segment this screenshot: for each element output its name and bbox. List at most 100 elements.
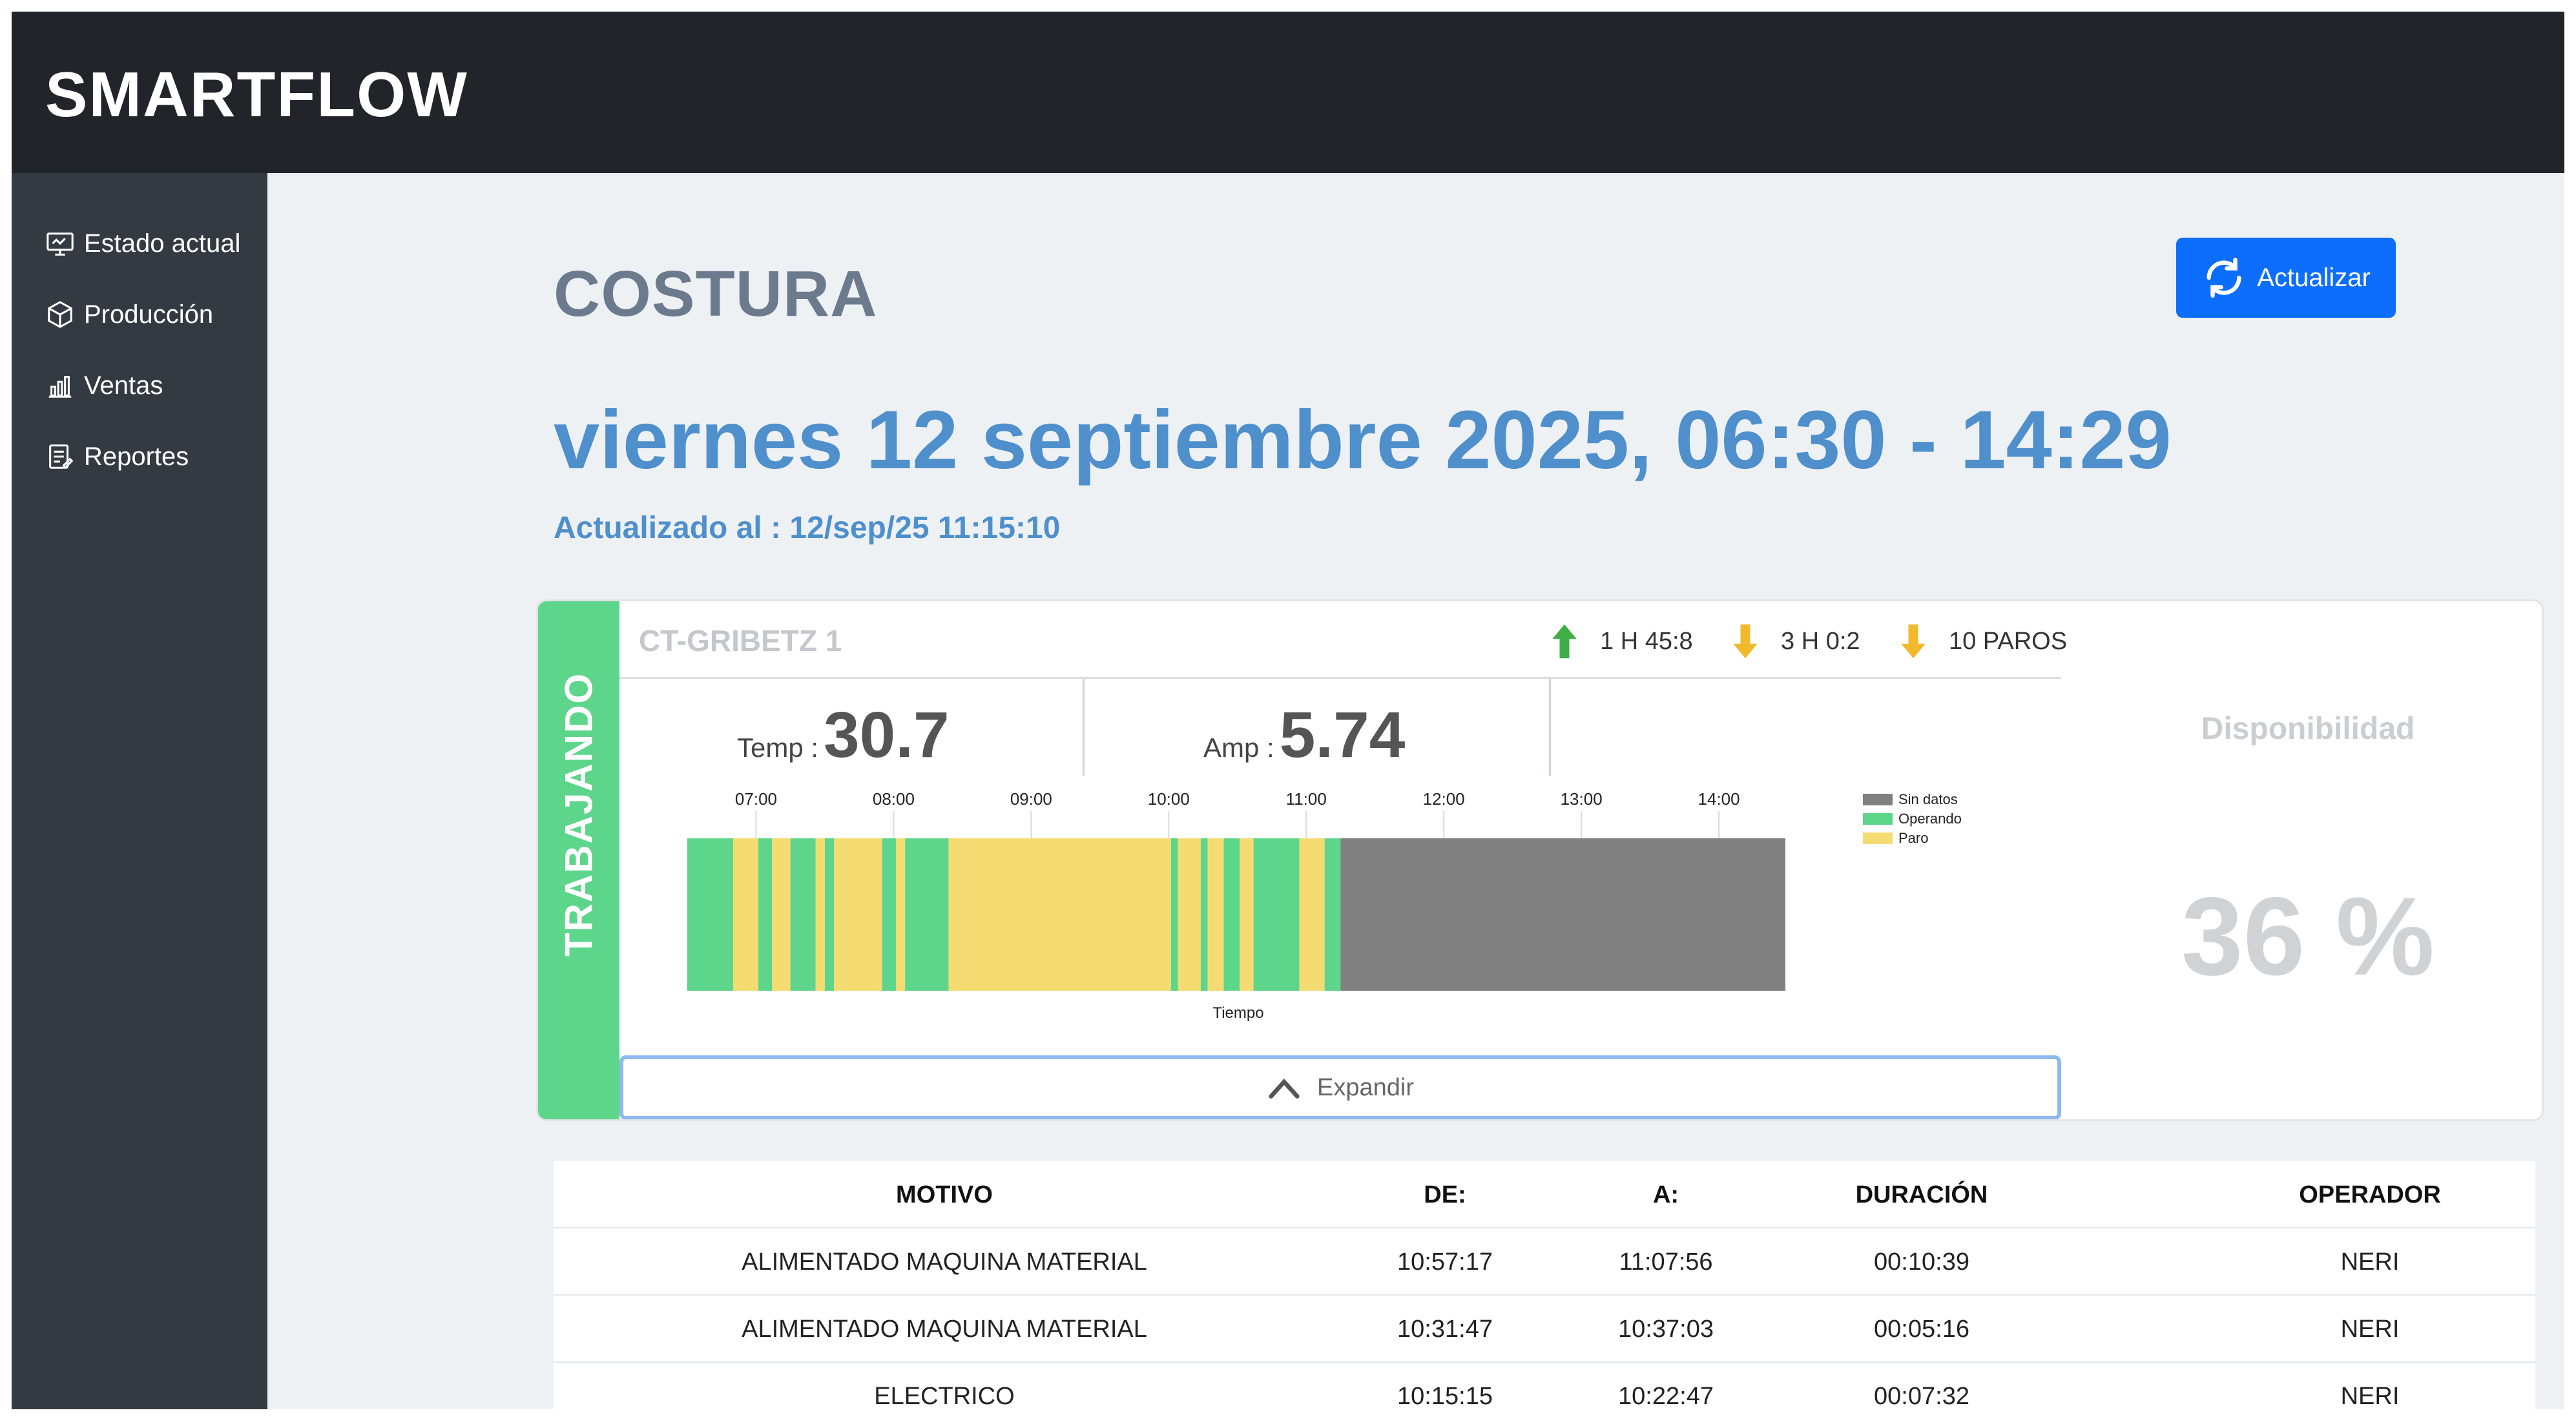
bar-chart-icon [48,376,72,398]
column-header-de: DE: [1424,1181,1466,1208]
timeline-segment [834,838,882,991]
x-tick-label: 08:00 [873,789,915,809]
amperage-label: Amp : [1203,732,1274,763]
timeline-segment [905,838,949,991]
legend-label: Paro [1898,830,1928,846]
temperature-value: 30.7 [824,699,950,771]
timeline-segment [1170,838,1178,991]
timeline-segment [1207,838,1224,991]
sidebar-item-reportes[interactable]: Reportes [45,434,189,479]
legend-swatch [1863,813,1893,825]
x-axis-label: Tiempo [1212,1004,1263,1021]
timeline-segment [882,838,896,991]
timeline-segment [815,838,825,991]
downtime-stat: 3 H 0:2 [1730,622,1860,661]
amperage-value: 5.74 [1279,699,1406,771]
timeline-segment [790,838,816,991]
arrow-down-icon [1901,624,1926,659]
machine-name: CT-GRIBETZ 1 [639,624,842,657]
timeline-segment [948,838,1171,991]
availability-value: 36 % [2181,874,2435,999]
main-content: COSTURA Actualizar viernes 12 septiembre… [267,173,2564,1409]
x-tick-label: 13:00 [1561,789,1603,809]
sidebar-item-estado-actual[interactable]: Estado actual [45,221,240,266]
last-updated: Actualizado al : 12/sep/25 11:15:10 [554,511,1061,545]
monitor-icon [47,233,74,256]
cell-motivo: ELECTRICO [874,1383,1015,1409]
timeline-segment [1299,838,1325,991]
metric-divider [1549,679,1551,776]
cell-a: 10:37:03 [1618,1316,1714,1343]
timeline-segment [687,838,733,991]
cell-duracion: 00:05:16 [1874,1316,1969,1343]
cell-de: 10:57:17 [1397,1248,1493,1276]
legend-label: Operando [1898,811,1962,827]
machine-status: TRABAJANDO [557,672,601,957]
arrow-down-icon [1733,624,1758,659]
sidebar-item-label: Ventas [84,371,163,400]
brand-logo[interactable]: SMARTFLOW [45,59,468,130]
chevron-up-icon [1269,1078,1300,1099]
metric-divider [1083,679,1085,776]
cell-motivo: ALIMENTADO MAQUINA MATERIAL [742,1316,1147,1343]
temperature-label: Temp : [737,732,819,763]
legend-swatch [1863,794,1893,805]
cell-duracion: 00:10:39 [1874,1248,1969,1276]
column-header-motivo: MOTIVO [896,1181,993,1208]
page-title: COSTURA [554,258,878,330]
machine-card-header: CT-GRIBETZ 1 1 H 45:8 3 H 0:2 [619,601,2067,679]
cell-operador: NERI [2340,1316,2400,1343]
shift-date-range: viernes 12 septiembre 2025, 06:30 - 14:2… [554,394,2172,486]
timeline-segment [772,838,791,991]
timeline-segment [1223,838,1240,991]
timeline-segment [758,838,773,991]
top-bar: SMARTFLOW [12,12,2564,173]
column-header-operador: OPERADOR [2299,1181,2441,1208]
report-icon [49,444,74,469]
arrow-up-icon [1552,624,1577,659]
timeline-segment [1240,838,1254,991]
refresh-button-label: Actualizar [2257,263,2371,292]
cell-a: 10:22:47 [1618,1383,1714,1409]
column-header-a: A: [1652,1181,1679,1208]
state-timeline-chart: 07:00 08:00 09:00 10:00 11:00 12:00 13:00 14:00… [687,789,1962,1021]
x-tick-label: 14:00 [1698,789,1740,809]
uptime-value: 1 H 45:8 [1600,627,1693,655]
x-tick-label: 09:00 [1010,789,1052,809]
table-header-row: MOTIVO DE: A: DURACIÓN OPERADOR [554,1161,2535,1228]
cell-motivo: ALIMENTADO MAQUINA MATERIAL [742,1248,1147,1276]
cell-operador: NERI [2340,1383,2400,1409]
cell-operador: NERI [2340,1248,2400,1276]
sidebar-item-label: Reportes [84,442,189,471]
column-header-duracion: DURACIÓN [1855,1181,1988,1208]
sidebar-item-ventas[interactable]: Ventas [45,363,163,408]
expand-button[interactable]: Expandir [619,1055,2061,1119]
cell-de: 10:31:47 [1397,1316,1493,1343]
timeline-segment [1253,838,1300,991]
sidebar-item-label: Estado actual [84,229,241,258]
timeline-segment [895,838,906,991]
sidebar-item-produccion[interactable]: Producción [45,292,213,337]
table-row[interactable]: ELECTRICO 10:15:15 10:22:47 00:07:32 NER… [554,1363,2535,1409]
status-strip: TRABAJANDO [538,601,619,1119]
refresh-icon [2207,258,2241,298]
x-tick-label: 12:00 [1423,789,1465,809]
x-tick-label: 07:00 [735,789,777,809]
box-icon [48,301,72,328]
cell-de: 10:15:15 [1397,1383,1493,1409]
uptime-stat: 1 H 45:8 [1550,622,1693,661]
temperature-metric: Temp : 30.7 [737,698,950,772]
timeline-segment [732,838,759,991]
refresh-button[interactable]: Actualizar [2176,238,2396,318]
table-row[interactable]: ALIMENTADO MAQUINA MATERIAL 10:31:47 10:… [554,1296,2535,1363]
expand-label: Expandir [1317,1073,1414,1101]
sidebar-item-label: Producción [84,300,214,329]
timeline-segment [1324,838,1341,991]
x-tick-label: 11:00 [1286,789,1327,809]
stops-value: 10 PAROS [1949,627,2068,655]
x-tick-label: 10:00 [1148,789,1190,809]
table-row[interactable]: ALIMENTADO MAQUINA MATERIAL 10:57:17 11:… [554,1228,2535,1296]
stops-stat: 10 PAROS [1898,622,2067,661]
app-window: SMARTFLOW Estado actual Producción Venta… [12,12,2564,1409]
stops-table: MOTIVO DE: A: DURACIÓN OPERADOR ALIMENTA… [554,1161,2535,1409]
